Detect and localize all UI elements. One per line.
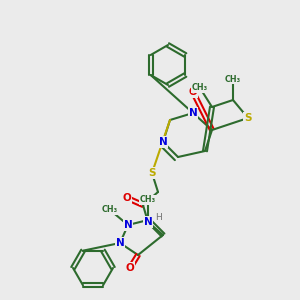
Text: H: H [154,212,161,221]
Text: S: S [148,168,156,178]
Text: N: N [189,108,197,118]
Text: N: N [124,220,132,230]
Text: N: N [144,217,152,227]
Text: CH₃: CH₃ [140,196,156,205]
Text: O: O [126,263,134,273]
Text: CH₃: CH₃ [102,206,118,214]
Text: O: O [189,87,197,97]
Text: CH₃: CH₃ [225,74,241,83]
Text: CH₃: CH₃ [192,83,208,92]
Text: S: S [244,113,252,123]
Text: N: N [159,137,167,147]
Text: O: O [123,193,131,203]
Text: N: N [116,238,124,248]
